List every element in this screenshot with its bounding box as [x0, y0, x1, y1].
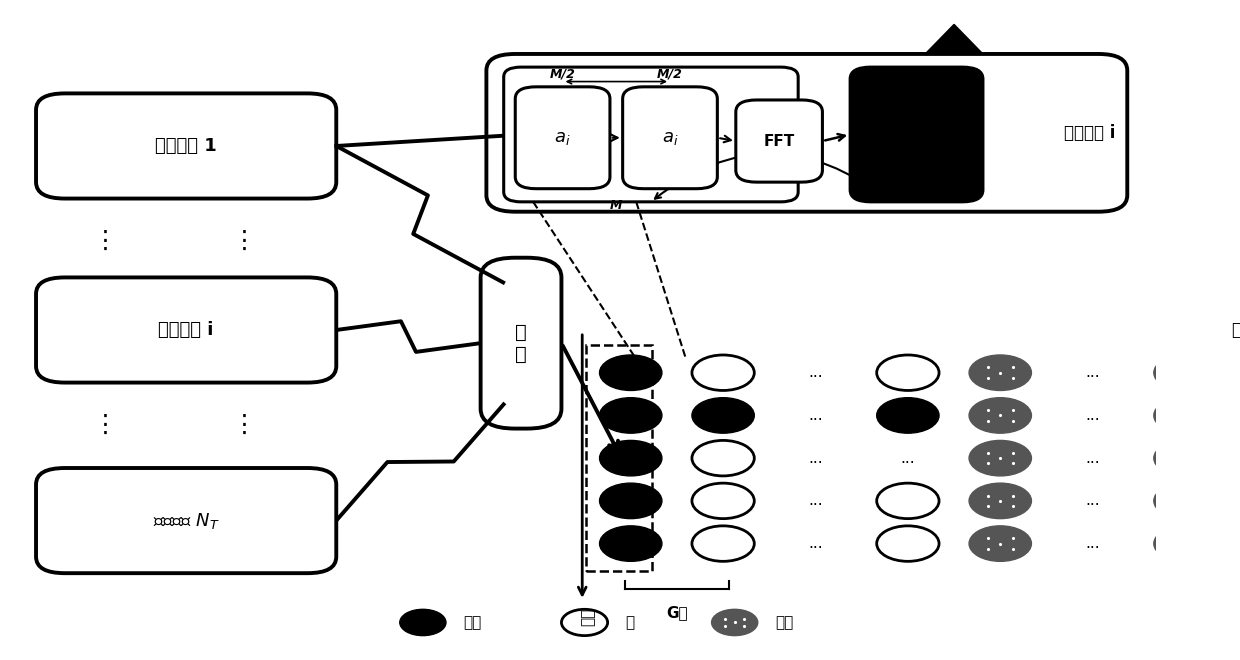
- Circle shape: [970, 483, 1032, 519]
- Circle shape: [600, 526, 662, 562]
- Text: 发送天线 1: 发送天线 1: [155, 137, 217, 155]
- Circle shape: [600, 398, 662, 433]
- Text: ...: ...: [1085, 451, 1100, 466]
- Circle shape: [970, 398, 1032, 433]
- Text: 叠
加: 叠 加: [515, 323, 527, 364]
- Circle shape: [1154, 398, 1216, 433]
- Text: $a_i$: $a_i$: [554, 129, 570, 147]
- Circle shape: [399, 609, 446, 636]
- Text: M: M: [610, 199, 622, 212]
- Circle shape: [1154, 440, 1216, 476]
- Polygon shape: [925, 24, 983, 54]
- Text: 发送天线 i: 发送天线 i: [159, 321, 213, 339]
- Text: 发送天线 i: 发送天线 i: [1064, 124, 1116, 142]
- FancyBboxPatch shape: [36, 277, 336, 383]
- Circle shape: [877, 398, 939, 433]
- FancyBboxPatch shape: [735, 100, 822, 182]
- Circle shape: [970, 440, 1032, 476]
- Text: ...: ...: [808, 408, 823, 423]
- Text: M/2: M/2: [657, 67, 683, 81]
- FancyBboxPatch shape: [36, 468, 336, 573]
- FancyBboxPatch shape: [503, 67, 799, 202]
- Circle shape: [712, 609, 758, 636]
- Text: 导频: 导频: [464, 615, 481, 630]
- Circle shape: [970, 355, 1032, 391]
- FancyBboxPatch shape: [486, 54, 1127, 212]
- Text: ...: ...: [808, 536, 823, 551]
- Text: G列: G列: [666, 605, 688, 620]
- Text: ...: ...: [808, 365, 823, 380]
- Circle shape: [1154, 526, 1216, 562]
- Text: ...: ...: [808, 494, 823, 508]
- Circle shape: [600, 483, 662, 519]
- Circle shape: [970, 526, 1032, 562]
- Text: ...: ...: [1085, 536, 1100, 551]
- Text: ⋮: ⋮: [232, 229, 257, 253]
- FancyBboxPatch shape: [516, 87, 610, 189]
- Text: ...: ...: [900, 451, 915, 466]
- FancyBboxPatch shape: [481, 257, 562, 428]
- Text: ...: ...: [1085, 494, 1100, 508]
- Text: M/2: M/2: [549, 67, 575, 81]
- Text: ⋮: ⋮: [93, 229, 118, 253]
- Text: ⋮: ⋮: [232, 413, 257, 438]
- FancyBboxPatch shape: [851, 67, 983, 202]
- Circle shape: [1154, 483, 1216, 519]
- FancyBboxPatch shape: [622, 87, 717, 189]
- Text: 发送天线 $N_T$: 发送天线 $N_T$: [153, 511, 219, 531]
- Text: ...: ...: [1085, 365, 1100, 380]
- Text: 本: 本: [625, 615, 634, 630]
- Text: 时间: 时间: [1231, 321, 1240, 339]
- Text: 数据: 数据: [775, 615, 794, 630]
- Text: ...: ...: [808, 451, 823, 466]
- Text: FFT: FFT: [764, 133, 795, 149]
- Text: $a_i$: $a_i$: [662, 129, 678, 147]
- FancyBboxPatch shape: [36, 94, 336, 199]
- Text: ...: ...: [1085, 408, 1100, 423]
- Circle shape: [692, 398, 754, 433]
- Text: 频率: 频率: [580, 607, 595, 626]
- Circle shape: [600, 355, 662, 391]
- Circle shape: [1154, 355, 1216, 391]
- Circle shape: [600, 440, 662, 476]
- Text: ⋮: ⋮: [93, 413, 118, 438]
